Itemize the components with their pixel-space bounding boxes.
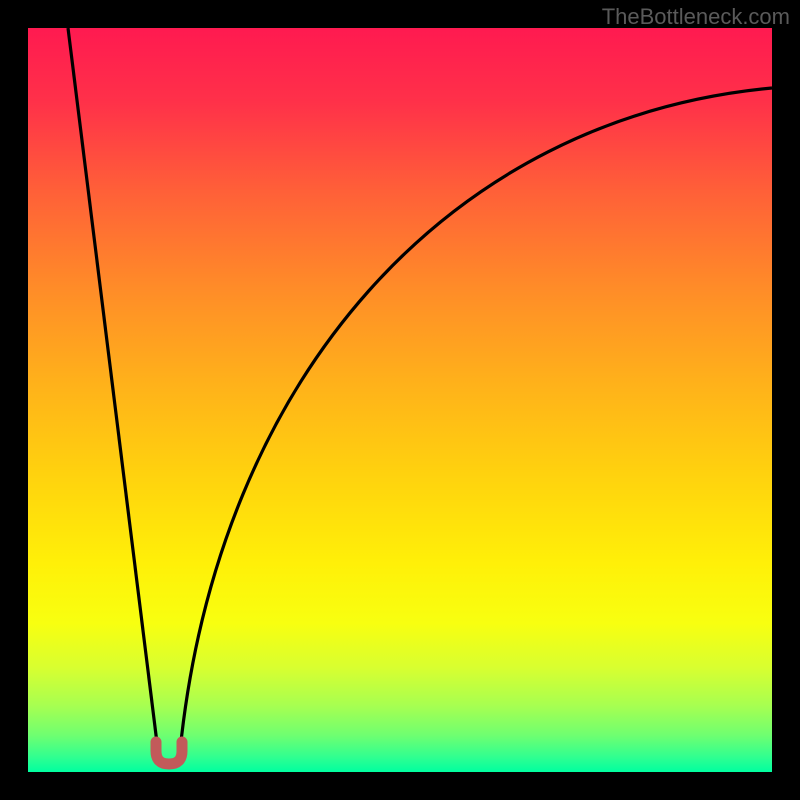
curves-layer [28, 28, 772, 772]
left-curve [68, 28, 158, 751]
right-curve [180, 88, 772, 751]
trough-marker [156, 742, 182, 764]
chart-frame: TheBottleneck.com [0, 0, 800, 800]
plot-area [28, 28, 772, 772]
watermark-text: TheBottleneck.com [602, 4, 790, 30]
